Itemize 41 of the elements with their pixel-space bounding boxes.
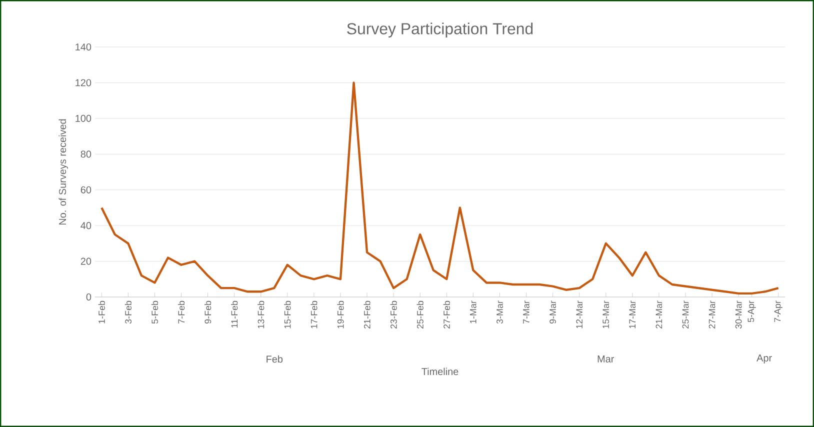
x-tick-label: 5-Feb bbox=[151, 300, 158, 324]
y-tick-label: 120 bbox=[76, 79, 92, 86]
y-tick-label: 60 bbox=[80, 186, 92, 194]
y-axis-title: No. of Surveys received bbox=[58, 119, 68, 225]
y-tick-label: 100 bbox=[76, 114, 92, 122]
x-tick-label: 5-Apr bbox=[748, 300, 756, 322]
x-tick-label: 15-Feb bbox=[284, 300, 291, 328]
x-tick-label: 1-Feb bbox=[98, 300, 105, 324]
x-tick-label: 7-Feb bbox=[178, 300, 185, 324]
y-tick-label: 20 bbox=[80, 258, 92, 265]
x-tick-label: 21-Feb bbox=[364, 300, 370, 328]
x-tick-label: 27-Mar bbox=[708, 300, 716, 328]
x-tick-label: 19-Feb bbox=[337, 300, 344, 328]
x-tick-label: 7-Mar bbox=[523, 300, 530, 324]
x-tick-label: 9-Feb bbox=[204, 300, 212, 324]
x-tick-label: 25-Feb bbox=[416, 300, 424, 328]
x-tick-label: 21-Mar bbox=[656, 300, 662, 328]
x-tick-label: 27-Feb bbox=[443, 300, 450, 328]
y-tick-label: 0 bbox=[86, 293, 92, 301]
x-tick-label: 1-Mar bbox=[470, 300, 476, 324]
text: Feb bbox=[266, 355, 283, 363]
x-tick-label: 25-Mar bbox=[682, 300, 689, 328]
x-tick-label: 30-Mar bbox=[735, 300, 742, 329]
x-tick-label: 3-Feb bbox=[124, 300, 132, 324]
y-tick-label: 80 bbox=[80, 150, 92, 158]
x-tick-label: 3-Mar bbox=[496, 300, 503, 324]
x-axis-title: Timeline bbox=[422, 368, 458, 376]
y-tick-label: 140 bbox=[76, 43, 92, 51]
x-tick-label: 17-Feb bbox=[310, 300, 318, 328]
x-tick-label: 12-Mar bbox=[576, 300, 583, 328]
y-tick-label: 40 bbox=[80, 222, 92, 230]
chart-title: Survey Participation Trend bbox=[347, 22, 533, 38]
text: Apr bbox=[756, 354, 772, 364]
x-tick-label: 13-Feb bbox=[258, 300, 264, 328]
x-tick-label: 9-Mar bbox=[550, 300, 556, 324]
x-tick-label: 11-Feb bbox=[231, 300, 238, 328]
x-tick-label: 23-Feb bbox=[390, 300, 397, 328]
x-tick-label: 15-Mar bbox=[602, 300, 610, 328]
x-tick-label: 7-Apr bbox=[774, 300, 782, 322]
x-tick-label: 17-Mar bbox=[629, 300, 636, 328]
text: Mar bbox=[598, 356, 614, 362]
